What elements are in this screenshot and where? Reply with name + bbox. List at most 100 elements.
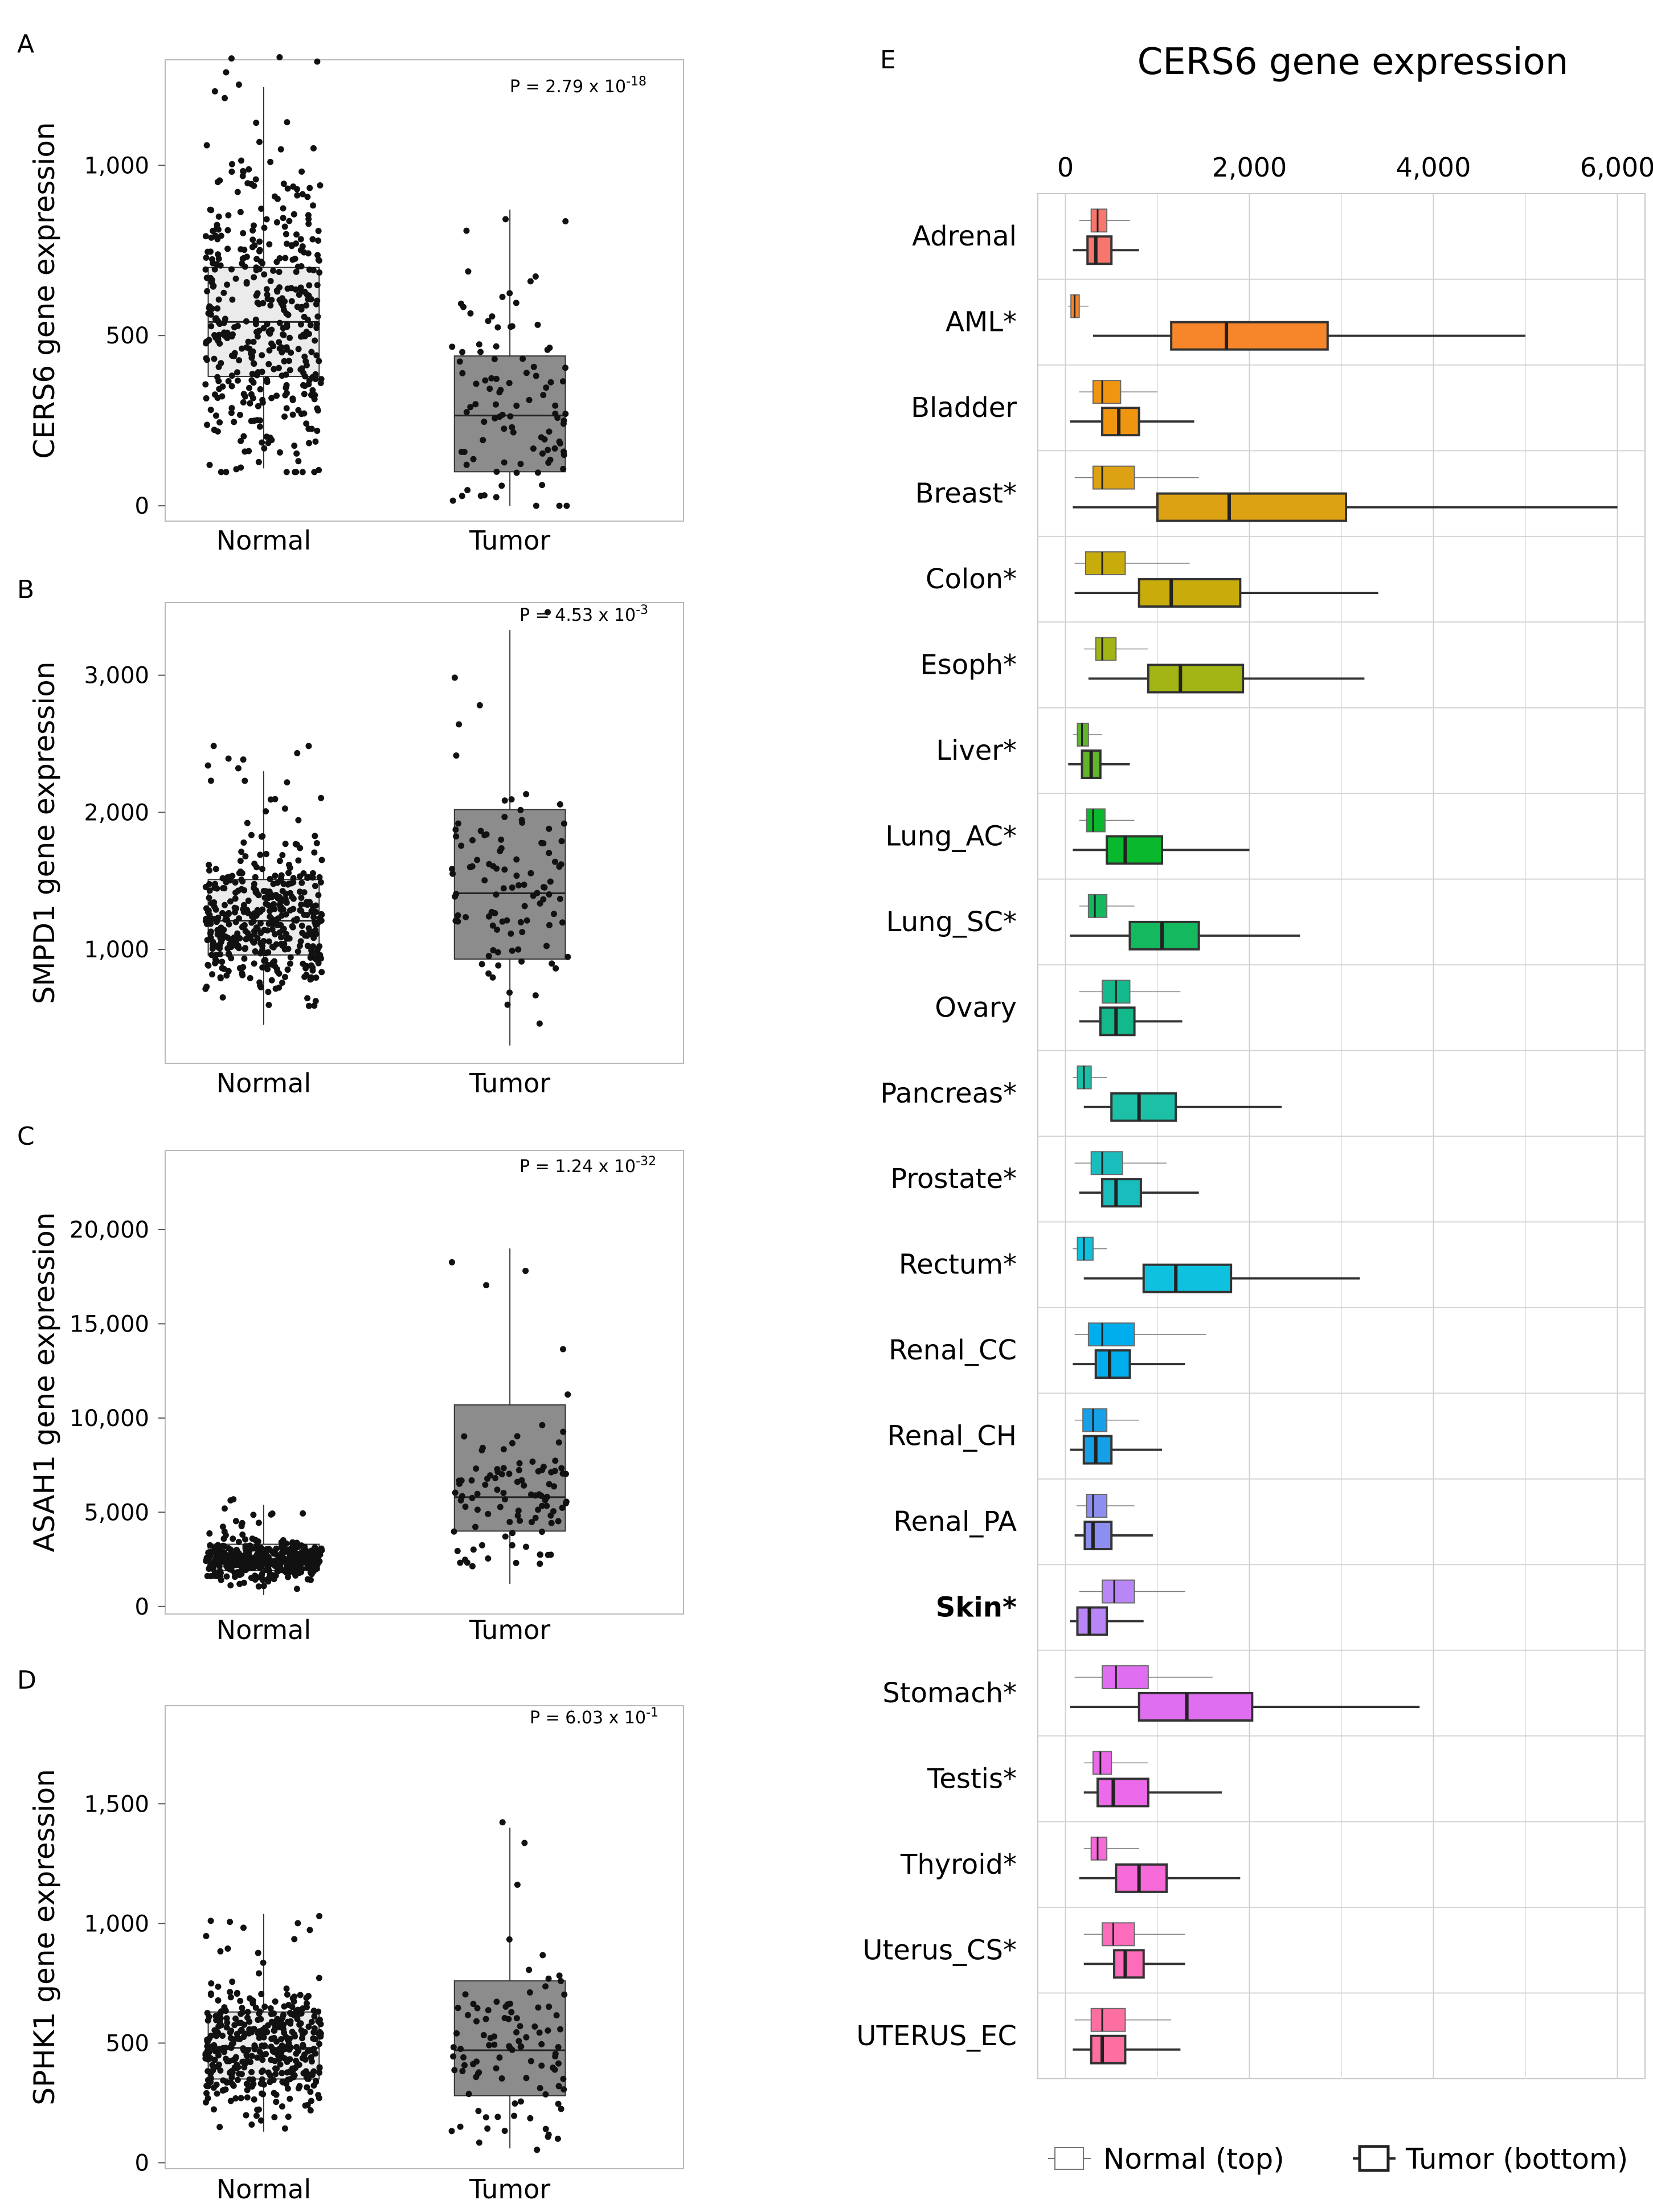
row-breast-: Breast* xyxy=(915,450,1645,522)
data-point xyxy=(481,419,488,425)
data-point xyxy=(457,1559,464,1566)
data-point xyxy=(240,1924,247,1931)
data-point xyxy=(297,2020,304,2027)
data-point xyxy=(279,851,286,858)
data-point xyxy=(463,227,470,234)
data-point xyxy=(452,1489,459,1496)
data-point xyxy=(514,1433,521,1440)
data-point xyxy=(460,2054,467,2061)
data-point xyxy=(228,405,235,412)
data-point xyxy=(215,251,222,258)
data-point xyxy=(463,461,470,468)
data-point xyxy=(551,2066,558,2073)
data-point xyxy=(216,2124,223,2131)
data-point xyxy=(476,702,483,708)
data-point xyxy=(215,296,222,303)
iqr-box xyxy=(1106,835,1164,865)
data-point xyxy=(293,2043,300,2050)
data-point xyxy=(459,2068,466,2075)
data-point xyxy=(538,2062,545,2069)
data-point xyxy=(280,1555,287,1562)
data-point xyxy=(216,419,223,426)
x-category-label: Tumor xyxy=(469,1615,550,1645)
data-point xyxy=(259,352,265,359)
data-point xyxy=(255,2017,261,2023)
category-label: Ovary xyxy=(935,992,1017,1023)
category-label: UTERUS_EC xyxy=(856,2020,1017,2052)
data-point xyxy=(473,2074,480,2080)
data-point xyxy=(244,2094,251,2101)
data-point xyxy=(284,779,290,786)
data-point xyxy=(476,2139,482,2146)
data-point xyxy=(228,409,235,416)
data-point xyxy=(290,2066,297,2073)
tumor-box xyxy=(1073,2034,1181,2064)
iqr-box xyxy=(453,1980,566,2096)
data-point xyxy=(253,120,260,126)
normal-box xyxy=(1073,722,1103,747)
data-point xyxy=(311,1545,318,1552)
data-point xyxy=(247,974,253,981)
data-point xyxy=(203,255,210,261)
data-point xyxy=(210,743,217,749)
data-point xyxy=(504,917,510,924)
data-point xyxy=(211,266,218,273)
data-point xyxy=(299,929,306,936)
data-point xyxy=(501,459,508,466)
data-point xyxy=(539,1502,546,1509)
data-point xyxy=(228,161,235,167)
data-point xyxy=(279,295,285,302)
data-point xyxy=(308,975,315,982)
data-point xyxy=(500,885,507,892)
data-point xyxy=(240,230,247,237)
y-tick-label: 20,000 xyxy=(69,1217,149,1243)
data-point xyxy=(251,2096,257,2103)
data-point xyxy=(317,955,324,962)
data-point xyxy=(207,777,214,784)
data-point xyxy=(532,992,539,999)
data-point xyxy=(215,213,222,220)
data-point xyxy=(542,2125,549,2132)
data-point xyxy=(227,2079,234,2086)
data-point xyxy=(303,1994,310,2001)
tumor-box xyxy=(1070,920,1300,951)
data-point xyxy=(517,919,524,925)
data-point xyxy=(216,386,223,392)
data-point xyxy=(528,1519,535,1526)
data-point xyxy=(244,930,251,937)
normal-box xyxy=(1073,1065,1107,1089)
data-point xyxy=(308,349,315,355)
data-point xyxy=(234,2076,241,2083)
data-point xyxy=(250,1545,257,1552)
normal-box xyxy=(1073,1236,1107,1261)
data-point xyxy=(293,268,300,275)
data-point xyxy=(523,917,530,924)
data-point xyxy=(293,240,300,247)
data-point xyxy=(487,1472,494,1479)
data-point xyxy=(560,1428,567,1435)
data-point xyxy=(537,1551,543,1558)
plot-frame xyxy=(165,1705,684,2169)
data-point xyxy=(288,1560,294,1567)
data-point xyxy=(204,338,211,345)
data-point xyxy=(523,370,530,376)
data-point xyxy=(225,212,232,219)
data-point xyxy=(481,877,488,884)
data-point xyxy=(297,321,304,328)
data-point xyxy=(283,469,290,476)
data-point xyxy=(283,890,289,897)
data-point xyxy=(260,325,267,331)
data-point xyxy=(225,755,232,762)
data-point xyxy=(230,1535,236,1542)
data-point xyxy=(214,2031,221,2038)
data-point xyxy=(209,2062,216,2068)
data-point xyxy=(253,1553,260,1559)
data-point xyxy=(513,872,520,879)
data-point xyxy=(252,176,259,183)
data-point xyxy=(451,2067,458,2074)
y-tick-label: 0 xyxy=(135,493,149,519)
data-point xyxy=(264,321,271,327)
data-point xyxy=(243,2112,249,2119)
data-point xyxy=(268,340,275,347)
category-label: Pancreas* xyxy=(880,1078,1017,1109)
